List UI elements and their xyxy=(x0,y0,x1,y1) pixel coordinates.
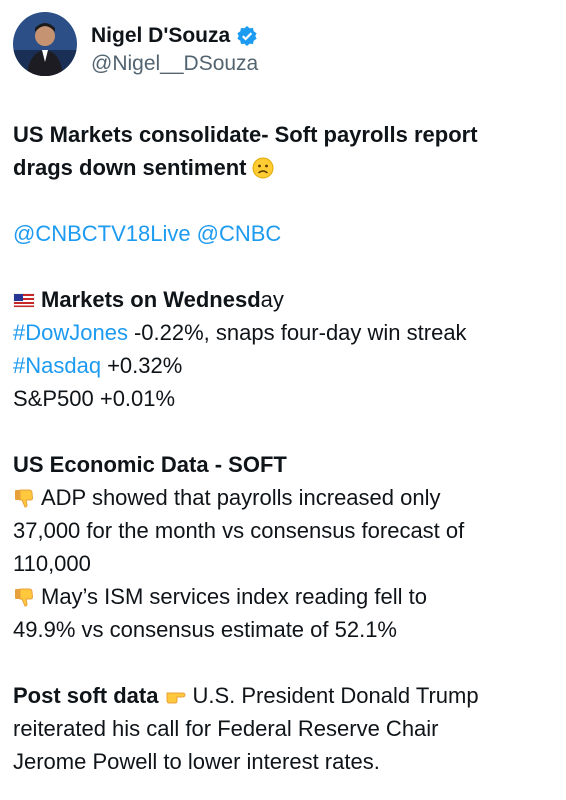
economic-text: 37,000 for the month vs consensus foreca… xyxy=(13,518,465,543)
economic-line: ADP showed that payrolls increased only xyxy=(13,481,558,514)
economic-text: 49.9% vs consensus estimate of 52.1% xyxy=(13,617,397,642)
pointing-hand-emoji xyxy=(166,692,186,703)
hashtag[interactable]: #DowJones xyxy=(13,320,128,345)
author-handle[interactable]: @Nigel__DSouza xyxy=(91,52,259,75)
headline-text: drags down sentiment xyxy=(13,155,247,180)
mentions-line: @CNBCTV18Live @CNBC xyxy=(13,217,558,250)
avatar-image xyxy=(13,12,77,76)
us-flag-emoji xyxy=(13,293,35,307)
thumbs-down-emoji xyxy=(15,489,34,508)
economic-text: May’s ISM services index reading fell to xyxy=(41,584,427,609)
frown-emoji xyxy=(252,157,274,178)
hashtag[interactable]: #Nasdaq xyxy=(13,353,102,378)
markets-heading-bold: Markets on Wednesd xyxy=(41,287,261,312)
author-name-row: Nigel D'Souza xyxy=(91,24,258,48)
economic-line: 110,000 xyxy=(13,547,558,580)
mention[interactable]: @CNBCTV18Live xyxy=(13,221,191,246)
mention[interactable]: @CNBC xyxy=(196,221,282,246)
market-line: #Nasdaq +0.32% xyxy=(13,349,558,382)
closing-line: Jerome Powell to lower interest rates. xyxy=(13,745,558,778)
economic-text: 110,000 xyxy=(13,551,91,576)
economic-heading-text: US Economic Data - SOFT xyxy=(13,452,287,477)
market-text: S&P500 +0.01% xyxy=(13,386,176,411)
economic-text: ADP showed that payrolls increased only xyxy=(41,485,441,510)
economic-line: May’s ISM services index reading fell to xyxy=(13,580,558,613)
headline-text: US Markets consolidate- Soft payrolls re… xyxy=(13,122,478,147)
avatar[interactable] xyxy=(13,12,77,76)
post-body: US Markets consolidate- Soft payrolls re… xyxy=(13,118,558,778)
closing-text: reiterated his call for Federal Reserve … xyxy=(13,716,439,741)
market-text: -0.22%, snaps four-day win streak xyxy=(133,320,467,345)
market-line: S&P500 +0.01% xyxy=(13,382,558,415)
closing-line: Post soft data U.S. President Donald Tru… xyxy=(13,679,558,712)
headline-line: drags down sentiment xyxy=(13,151,558,184)
economic-line: 37,000 for the month vs consensus foreca… xyxy=(13,514,558,547)
markets-heading-rest: ay xyxy=(260,287,284,312)
closing-line: reiterated his call for Federal Reserve … xyxy=(13,712,558,745)
thumbs-down-emoji xyxy=(15,588,34,607)
economic-line: 49.9% vs consensus estimate of 52.1% xyxy=(13,613,558,646)
market-line: #DowJones -0.22%, snaps four-day win stre… xyxy=(13,316,558,349)
verified-badge xyxy=(237,26,257,46)
economic-heading: US Economic Data - SOFT xyxy=(13,448,558,481)
closing-text: Jerome Powell to lower interest rates. xyxy=(13,749,380,774)
post-header: Nigel D'Souza @Nigel__DSouza xyxy=(13,12,553,82)
headline-line: US Markets consolidate- Soft payrolls re… xyxy=(13,118,558,151)
closing-lead: Post soft data xyxy=(13,683,159,708)
closing-text: U.S. President Donald Trump xyxy=(192,683,479,708)
market-text: +0.32% xyxy=(107,353,183,378)
markets-heading: Markets on Wednesday xyxy=(13,283,558,316)
author-name[interactable]: Nigel D'Souza xyxy=(91,24,231,47)
